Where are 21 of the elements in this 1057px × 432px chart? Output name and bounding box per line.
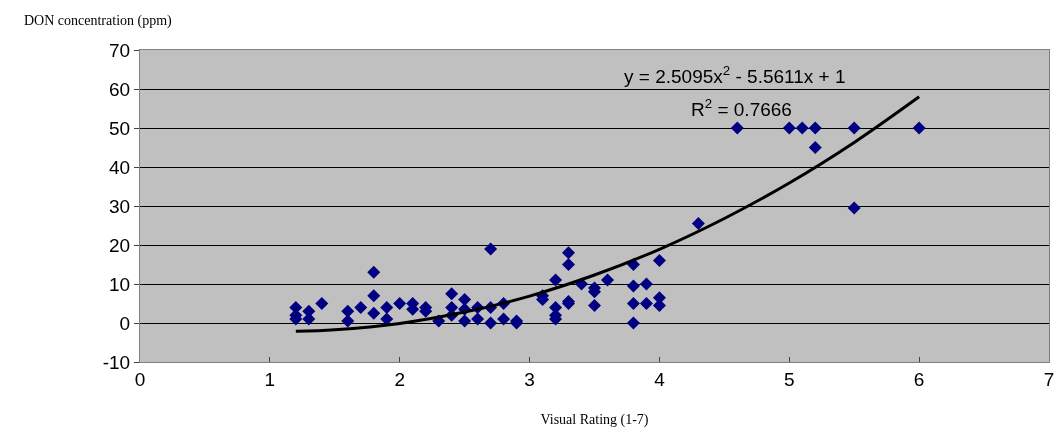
- annotation: R$^{2}$ = 0.7666: [691, 96, 792, 120]
- y-tick-label: 0: [119, 312, 131, 334]
- y-tick-label: 50: [109, 117, 131, 139]
- x-tick-label: 6: [913, 368, 925, 390]
- x-tick-label: 5: [784, 368, 795, 390]
- y-tick-label: -10: [102, 351, 131, 373]
- x-tick-label: 4: [654, 368, 666, 390]
- y-tick-label: 20: [109, 234, 131, 256]
- x-tick-label: 3: [524, 368, 535, 390]
- y-tick-label: 70: [109, 39, 131, 61]
- annotation: y = 2.5095x$^{2}$ - 5.5611x + 1: [624, 63, 846, 87]
- x-axis-title: Visual Rating (1-7): [540, 412, 649, 429]
- x-tick-label: 0: [134, 368, 146, 390]
- y-axis-title: DON concentration (ppm): [24, 13, 173, 29]
- x-tick-label: 2: [394, 368, 405, 390]
- y-tick-label: 10: [109, 273, 131, 295]
- y-tick-label: 40: [109, 156, 131, 178]
- y-tick-label: 60: [109, 78, 131, 100]
- x-tick-label: 1: [264, 368, 276, 390]
- x-tick-label: 7: [1043, 368, 1055, 390]
- y-tick-label: 30: [109, 195, 131, 217]
